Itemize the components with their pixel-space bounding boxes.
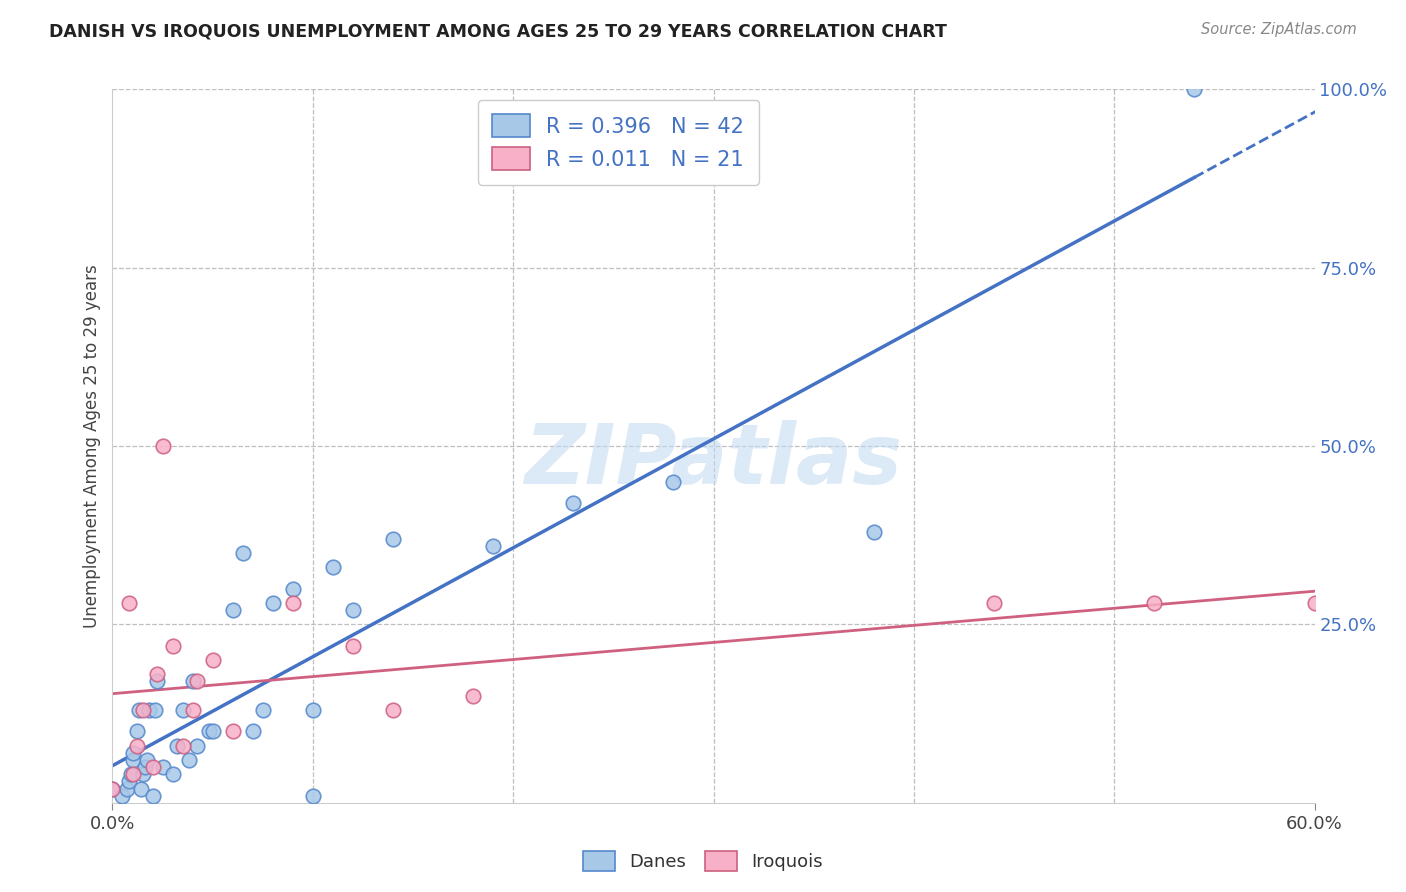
Point (125, 724, 148, 739)
Point (120, 767, 142, 781)
Point (262, 596, 284, 610)
Point (115, 781, 138, 796)
Point (252, 703, 274, 717)
Point (281, 582, 304, 596)
Point (186, 739, 208, 753)
Point (101, 781, 124, 796)
Point (121, 746, 143, 760)
Point (172, 703, 194, 717)
Point (342, 603, 364, 617)
Point (281, 596, 304, 610)
Point (166, 739, 188, 753)
Point (1184, 82, 1206, 96)
Point (135, 753, 157, 767)
Point (121, 753, 143, 767)
Point (562, 496, 585, 510)
Point (197, 724, 219, 739)
Point (162, 639, 184, 653)
Point (152, 760, 174, 774)
Point (117, 774, 139, 789)
Point (128, 703, 150, 717)
Point (322, 560, 344, 574)
Point (145, 667, 167, 681)
Point (222, 724, 245, 739)
Point (117, 596, 139, 610)
Point (141, 760, 163, 774)
Text: Source: ZipAtlas.com: Source: ZipAtlas.com (1201, 22, 1357, 37)
Point (181, 703, 204, 717)
Point (111, 789, 134, 803)
Point (862, 524, 886, 539)
Legend: Danes, Iroquois: Danes, Iroquois (575, 844, 831, 879)
Point (121, 767, 143, 781)
Point (172, 739, 194, 753)
Point (1303, 596, 1326, 610)
Point (177, 753, 200, 767)
Y-axis label: Unemployment Among Ages 25 to 29 years: Unemployment Among Ages 25 to 29 years (83, 264, 101, 628)
Point (301, 703, 323, 717)
Point (482, 539, 505, 553)
Point (1143, 596, 1166, 610)
Point (381, 532, 405, 546)
Point (152, 439, 174, 453)
Text: DANISH VS IROQUOIS UNEMPLOYMENT AMONG AGES 25 TO 29 YEARS CORRELATION CHART: DANISH VS IROQUOIS UNEMPLOYMENT AMONG AG… (49, 22, 948, 40)
Point (461, 689, 484, 703)
Point (138, 703, 160, 717)
Point (181, 674, 204, 689)
Point (131, 703, 153, 717)
Point (201, 653, 224, 667)
Point (222, 603, 245, 617)
Point (186, 674, 208, 689)
Point (662, 475, 685, 489)
Point (134, 760, 156, 774)
Point (983, 596, 1005, 610)
Point (381, 703, 405, 717)
Point (125, 739, 148, 753)
Text: ZIPatlas: ZIPatlas (524, 420, 903, 500)
Point (242, 724, 264, 739)
Point (232, 546, 254, 560)
Point (301, 789, 323, 803)
Point (201, 724, 224, 739)
Point (141, 789, 163, 803)
Point (101, 781, 124, 796)
Point (143, 703, 166, 717)
Point (129, 781, 152, 796)
Legend: R = 0.396   N = 42, R = 0.011   N = 21: R = 0.396 N = 42, R = 0.011 N = 21 (478, 100, 759, 185)
Point (131, 767, 153, 781)
Point (342, 639, 364, 653)
Point (145, 674, 167, 689)
Point (162, 767, 184, 781)
